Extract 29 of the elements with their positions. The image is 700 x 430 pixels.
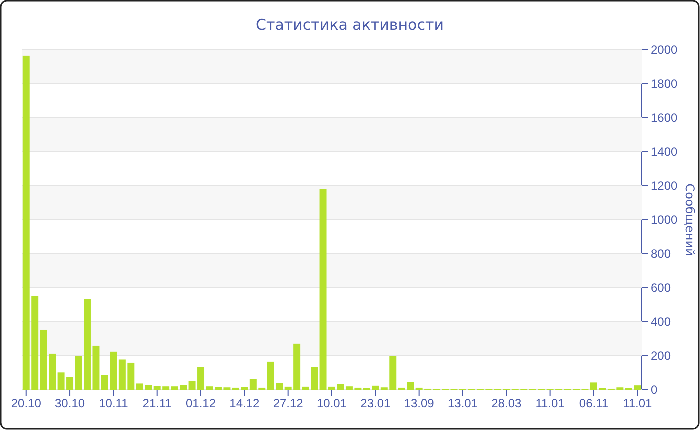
chart-title: Статистика активности bbox=[256, 16, 444, 34]
y-tick-label: 600 bbox=[651, 280, 672, 295]
x-tick-label: 30.10 bbox=[55, 396, 86, 411]
y-tick-label: 0 bbox=[651, 382, 658, 397]
x-tick-label: 13.09 bbox=[404, 396, 435, 411]
x-tick-label: 21.11 bbox=[142, 396, 172, 411]
y-tick-label: 1600 bbox=[651, 110, 678, 125]
x-tick-label: 13.01 bbox=[448, 396, 478, 411]
x-tick-label: 01.12 bbox=[186, 396, 216, 411]
y-tick-label: 1200 bbox=[651, 178, 678, 193]
y-tick-label: 200 bbox=[651, 348, 672, 363]
y-axis-title: Сообщений bbox=[683, 184, 697, 256]
x-tick-label: 28.03 bbox=[492, 396, 522, 411]
y-tick-label: 800 bbox=[651, 246, 672, 261]
y-tick-label: 400 bbox=[651, 314, 672, 329]
y-tick-label: 1000 bbox=[651, 212, 678, 227]
y-tick-label: 1400 bbox=[651, 144, 678, 159]
x-tick-label: 23.01 bbox=[360, 396, 391, 411]
x-tick-label: 06.11 bbox=[579, 396, 609, 411]
x-tick-label: 10.11 bbox=[99, 396, 129, 411]
x-tick-label: 14.12 bbox=[230, 396, 260, 411]
bar bbox=[206, 386, 214, 390]
x-tick-label: 11.01 bbox=[623, 396, 653, 411]
x-tick-label: 27.12 bbox=[273, 396, 304, 411]
x-tick-label: 20.10 bbox=[11, 396, 42, 411]
y-tick-label: 2000 bbox=[651, 42, 678, 57]
x-tick-label: 10.01 bbox=[316, 396, 348, 411]
x-tick-label: 11.01 bbox=[536, 396, 566, 411]
y-tick-label: 1800 bbox=[651, 76, 678, 91]
